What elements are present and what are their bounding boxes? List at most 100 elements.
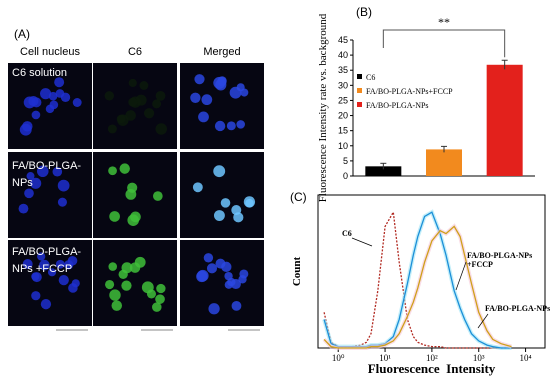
cell [146, 289, 157, 299]
cell [155, 123, 167, 135]
panel-label: (B) [356, 5, 372, 19]
y-tick-label: 15 [338, 126, 348, 136]
cell [109, 211, 120, 222]
cell [220, 198, 231, 208]
micrograph [8, 152, 92, 238]
cell [118, 269, 128, 280]
cell [60, 92, 71, 103]
cell [19, 123, 32, 136]
cell [40, 88, 52, 100]
column-header: C6 [128, 46, 142, 58]
cell [236, 83, 245, 92]
cell [221, 261, 232, 273]
y-tick-label: 35 [338, 65, 348, 75]
row-label: C6 solution [12, 67, 67, 79]
y-tick-label: 10 [338, 141, 348, 151]
y-tick-label: 25 [338, 95, 348, 105]
cell [213, 210, 225, 221]
cell [245, 198, 254, 208]
cell [156, 283, 166, 294]
cell [119, 163, 130, 174]
cell [227, 277, 236, 287]
cell [30, 177, 42, 189]
cell [57, 197, 67, 207]
cell [127, 214, 139, 226]
micrograph [180, 63, 264, 149]
cell [68, 283, 78, 293]
y-tick-label: 40 [338, 50, 348, 60]
y-axis-label: Fluorescence Intensity rate vs. backgrou… [317, 13, 329, 202]
cell [217, 76, 227, 87]
cell [72, 98, 82, 107]
cell [198, 111, 209, 123]
cell [196, 269, 209, 282]
cell [134, 256, 146, 268]
cell [26, 172, 35, 181]
row-label: FA/BO-PLGA-NPs [12, 160, 82, 189]
cell [236, 120, 245, 129]
y-tick-label: 0 [343, 171, 348, 181]
cell [121, 280, 132, 291]
cell [203, 253, 214, 263]
cell [28, 95, 39, 107]
cell [155, 294, 165, 304]
cell [206, 263, 218, 274]
cell [139, 81, 149, 90]
y-tick-label: 45 [338, 35, 348, 45]
micrograph [180, 152, 264, 238]
cell [37, 252, 46, 261]
curve-label: C6 [342, 229, 352, 238]
annotation: ** [438, 15, 450, 29]
cell [152, 191, 163, 201]
x-tick-label: 10³ [473, 353, 485, 363]
legend-label: FA/BO-PLGA-NPs+FCCP [366, 87, 453, 96]
cell [152, 302, 162, 312]
y-tick-label: 20 [338, 111, 348, 121]
cell [143, 108, 155, 119]
leader [455, 261, 467, 291]
y-tick-label: 30 [338, 80, 348, 90]
legend-label: FA/BO-PLGA-NPs [366, 101, 429, 110]
cell [67, 255, 78, 266]
cell [58, 274, 69, 286]
cell [192, 182, 203, 193]
curve-label: FA/BO-PLGA-NPs [485, 304, 550, 313]
legend-swatch [357, 88, 362, 93]
leader [477, 313, 489, 329]
cell [108, 262, 118, 271]
column-header: Cell nucleus [20, 46, 80, 58]
cell [231, 300, 242, 311]
cell [208, 303, 220, 315]
y-axis-label: Count [291, 256, 303, 286]
panel-label: (A) [14, 27, 30, 41]
legend-label: C6 [366, 73, 375, 82]
cell [49, 100, 59, 110]
bar [426, 149, 462, 176]
cell [107, 124, 117, 134]
cell [155, 90, 166, 101]
cell [231, 205, 242, 216]
x-tick-label: 10⁴ [519, 353, 531, 363]
cell [152, 99, 162, 109]
cell [31, 272, 40, 281]
cell [239, 269, 249, 279]
cell [22, 259, 33, 269]
cell [24, 188, 34, 199]
cell [57, 179, 70, 192]
row-label: FA/BO-PLGA-NPs +FCCP [12, 246, 82, 275]
cell [213, 165, 226, 178]
cell [31, 110, 41, 120]
bar [365, 166, 402, 176]
cell [40, 299, 52, 310]
column-header: Merged [203, 46, 240, 58]
cell [18, 203, 29, 214]
cell [226, 121, 236, 131]
curve-label: FA/BO-PLGA-NPs +FCCP [467, 251, 533, 269]
x-tick-label: 10² [426, 353, 438, 363]
cell [125, 188, 137, 200]
legend-swatch [357, 74, 362, 79]
cell [31, 291, 41, 301]
x-tick-label: 10¹ [379, 353, 391, 363]
